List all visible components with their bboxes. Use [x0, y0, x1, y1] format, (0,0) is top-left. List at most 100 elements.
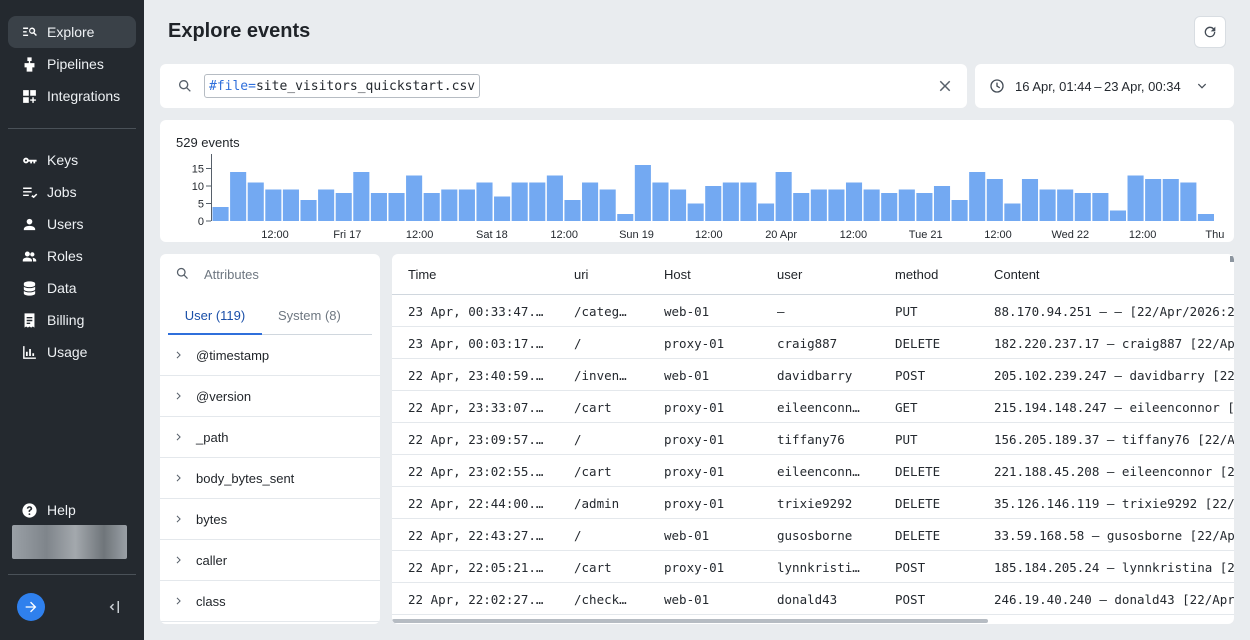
sidebar-item-help[interactable]: Help [8, 494, 136, 526]
table-row[interactable]: 22 Apr, 23:09:57.… / proxy-01 tiffany76 PUT 1… [392, 423, 1234, 455]
column-header-uri[interactable]: uri [574, 267, 589, 282]
attribute-item[interactable]: @version [160, 376, 380, 417]
histogram-bar[interactable] [652, 182, 669, 222]
vertical-scrollbar[interactable] [1230, 256, 1234, 262]
sidebar-item-jobs[interactable]: Jobs [8, 176, 136, 208]
sidebar-item-usage[interactable]: Usage [8, 336, 136, 368]
histogram-bar[interactable] [634, 165, 651, 221]
attributes-search-input[interactable] [204, 264, 364, 284]
histogram-bar[interactable] [1074, 193, 1091, 221]
histogram-bar[interactable] [670, 189, 687, 222]
clear-query-button[interactable] [936, 77, 954, 95]
sidebar-item-integrations[interactable]: Integrations [8, 80, 136, 112]
histogram-bar[interactable] [705, 186, 722, 221]
histogram-bar[interactable] [933, 186, 951, 221]
tab-user[interactable]: User (119) [168, 308, 262, 335]
column-header-content[interactable]: Content [994, 267, 1040, 282]
histogram-bar[interactable] [353, 172, 370, 221]
histogram-bar[interactable] [1180, 182, 1197, 222]
histogram-bar[interactable] [1109, 210, 1127, 222]
histogram-bar[interactable] [775, 172, 792, 221]
sidebar-item-roles[interactable]: Roles [8, 240, 136, 272]
account-avatar-redacted[interactable] [12, 525, 127, 559]
date-range-picker[interactable]: 16 Apr, 01:44 – 23 Apr, 00:34 [975, 64, 1234, 108]
histogram-bar[interactable] [406, 175, 423, 222]
table-row[interactable]: 22 Apr, 22:44:00.… /admin proxy-01 trixie92… [392, 487, 1234, 519]
histogram-bar[interactable] [564, 200, 581, 221]
histogram-bar[interactable] [898, 189, 915, 222]
histogram-bar[interactable] [335, 193, 352, 221]
table-row[interactable]: 23 Apr, 00:03:17.… / proxy-01 craig887 DELET… [392, 327, 1234, 359]
histogram-bar[interactable] [423, 193, 440, 221]
histogram-bar[interactable] [494, 196, 511, 222]
histogram-bar[interactable] [265, 189, 282, 222]
events-histogram[interactable]: 529 events 0 5 10 15 12:00 Fri 17 12:00 Sat 18 1… [160, 120, 1234, 242]
query-filter-chip[interactable]: #file = site_visitors_quickstart.csv [204, 74, 481, 98]
attribute-item[interactable]: _path [160, 417, 380, 458]
column-header-method[interactable]: method [895, 267, 939, 282]
column-header-time[interactable]: Time [408, 267, 437, 282]
table-row[interactable]: 22 Apr, 22:05:21.… /cart proxy-01 lynnkrist… [392, 551, 1234, 583]
table-row[interactable]: 22 Apr, 22:02:27.… /check… web-01 donald43 P… [392, 583, 1234, 615]
histogram-bar[interactable] [845, 182, 863, 222]
attributes-search[interactable] [160, 254, 380, 294]
histogram-bar[interactable] [1092, 193, 1109, 221]
refresh-button[interactable] [1194, 16, 1226, 48]
table-row[interactable]: 22 Apr, 23:02:55.… /cart proxy-01 eileencon… [392, 455, 1234, 487]
histogram-bar[interactable] [969, 172, 986, 221]
histogram-bar[interactable] [1004, 203, 1021, 222]
histogram-bar[interactable] [212, 207, 229, 221]
histogram-bar[interactable] [1039, 189, 1056, 222]
horizontal-scrollbar[interactable] [392, 619, 988, 623]
histogram-bar[interactable] [757, 203, 775, 222]
attribute-item[interactable]: body_bytes_sent [160, 458, 380, 499]
histogram-bar[interactable] [1057, 189, 1074, 222]
histogram-bar[interactable] [722, 182, 739, 222]
table-row[interactable]: 23 Apr, 00:33:47.… /categ… web-01 – PUT 88.17… [392, 295, 1234, 327]
table-row[interactable]: 22 Apr, 22:43:27.… / web-01 gusosborne DELET… [392, 519, 1234, 551]
histogram-bar[interactable] [546, 175, 563, 222]
histogram-bar[interactable] [916, 193, 933, 221]
sidebar-item-explore[interactable]: Explore [8, 16, 136, 48]
histogram-bar[interactable] [282, 189, 299, 222]
attribute-item[interactable]: caller [160, 540, 380, 581]
histogram-bar[interactable] [370, 193, 387, 221]
collapse-sidebar-button[interactable] [104, 598, 122, 616]
histogram-bar[interactable] [740, 182, 757, 222]
column-header-user[interactable]: user [777, 267, 803, 282]
sidebar-item-keys[interactable]: Keys [8, 144, 136, 176]
histogram-bar[interactable] [828, 189, 845, 222]
histogram-bar[interactable] [529, 182, 546, 222]
histogram-bar[interactable] [318, 189, 335, 222]
histogram-bar[interactable] [687, 203, 704, 222]
sidebar-item-data[interactable]: Data [8, 272, 136, 304]
histogram-bar[interactable] [247, 182, 264, 222]
histogram-bar[interactable] [511, 182, 528, 222]
column-header-host[interactable]: Host [664, 267, 691, 282]
attribute-item[interactable]: bytes [160, 499, 380, 540]
histogram-bar[interactable] [1197, 214, 1214, 221]
histogram-bar[interactable] [230, 172, 247, 221]
histogram-bar[interactable] [1162, 179, 1179, 221]
attribute-item[interactable]: @timestamp [160, 335, 380, 376]
histogram-chart[interactable]: 0 5 10 15 12:00 Fri 17 12:00 Sat 18 12:00 Sun 19 1… [160, 120, 1234, 242]
histogram-bar[interactable] [458, 189, 475, 222]
expand-arrow-button[interactable] [17, 593, 45, 621]
histogram-bar[interactable] [1145, 179, 1162, 221]
histogram-bar[interactable] [881, 193, 898, 221]
attribute-item[interactable]: class [160, 581, 380, 622]
histogram-bar[interactable] [388, 193, 405, 221]
table-row[interactable]: 22 Apr, 23:40:59.… /inven… web-01 davidbarr… [392, 359, 1234, 391]
histogram-bar[interactable] [1127, 175, 1144, 222]
sidebar-item-billing[interactable]: Billing [8, 304, 136, 336]
sidebar-item-pipelines[interactable]: Pipelines [8, 48, 136, 80]
histogram-bar[interactable] [582, 182, 599, 222]
histogram-bar[interactable] [863, 189, 880, 222]
histogram-bar[interactable] [986, 179, 1003, 221]
sidebar-item-users[interactable]: Users [8, 208, 136, 240]
histogram-bar[interactable] [441, 189, 458, 222]
tab-system[interactable]: System (8) [278, 308, 341, 323]
histogram-bar[interactable] [617, 214, 634, 221]
histogram-bar[interactable] [599, 189, 616, 222]
histogram-bar[interactable] [793, 193, 810, 221]
